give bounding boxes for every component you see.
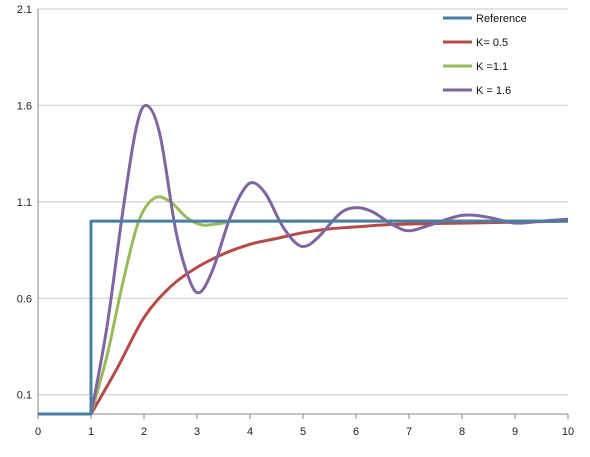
x-tick-label: 4	[247, 426, 253, 438]
y-tick-labels: 0.1 0.6 1.1 1.6 2.1	[17, 4, 32, 402]
x-tick-label: 1	[88, 426, 94, 438]
x-tick-label: 0	[35, 426, 41, 438]
x-tick-label: 9	[512, 426, 518, 438]
x-tick-label: 3	[194, 426, 200, 438]
y-tick-label: 0.1	[17, 390, 32, 402]
legend: Reference K= 0.5 K =1.1 K = 1.6	[443, 13, 527, 97]
legend-label: K = 1.6	[476, 85, 511, 97]
y-tick-label: 2.1	[17, 4, 32, 16]
legend-label: K =1.1	[476, 61, 508, 73]
x-tick-label: 6	[353, 426, 359, 438]
x-tick-label: 5	[300, 426, 306, 438]
y-tick-label: 1.1	[17, 197, 32, 209]
grid-lines	[38, 8, 568, 396]
series-line-3	[38, 103, 569, 416]
y-tick-label: 0.6	[17, 293, 32, 305]
legend-label: K= 0.5	[476, 37, 508, 49]
legend-label: Reference	[476, 13, 527, 25]
axes	[37, 9, 569, 419]
series-lines	[38, 103, 569, 416]
x-tick-labels: 0 1 2 3 4 5 6 7 8 9 10	[35, 426, 574, 438]
x-tick-label: 8	[459, 426, 465, 438]
x-tick-label: 2	[141, 426, 147, 438]
x-tick-label: 10	[562, 426, 574, 438]
series-line-0	[38, 219, 568, 416]
series-line-2	[38, 195, 569, 416]
y-tick-label: 1.6	[17, 100, 32, 112]
x-tick-label: 7	[406, 426, 412, 438]
